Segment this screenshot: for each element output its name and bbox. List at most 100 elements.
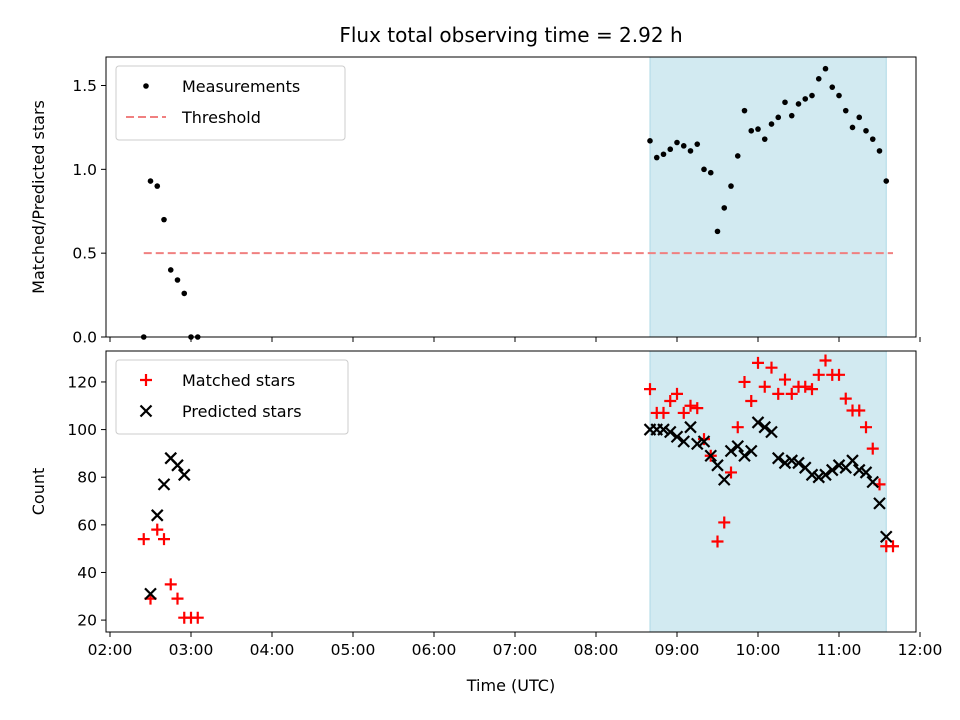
y-tick-label: 100 <box>67 421 97 439</box>
measurement-point <box>788 112 795 119</box>
y-axis-label: Count <box>29 468 48 516</box>
x-tick-label: 11:00 <box>817 641 862 659</box>
legend-label: Threshold <box>181 108 261 127</box>
predicted-star-point <box>825 463 839 477</box>
matched-star-point <box>171 592 184 605</box>
x-tick-label: 05:00 <box>331 641 376 659</box>
measurement-point <box>154 183 161 189</box>
panel-2: 02:00 03:00 04:00 05:00 06:00 07:00 08:00 09:00… <box>29 350 943 659</box>
predicted-star-point <box>805 468 819 482</box>
predicted-star-point <box>866 475 880 489</box>
matched-star-point <box>731 421 744 434</box>
measurement-point <box>647 138 653 144</box>
predicted-star-point <box>738 449 751 463</box>
measurement-point <box>822 65 829 72</box>
legend-predicted-swatch <box>139 404 153 418</box>
axes-frame <box>105 350 917 633</box>
measurement-point <box>174 277 181 283</box>
predicted-star-point <box>792 456 805 470</box>
legend-measurement-swatch <box>143 83 149 89</box>
measurement-point <box>653 154 660 161</box>
x-tick-label: 10:00 <box>736 641 781 659</box>
observing-window <box>649 350 887 633</box>
measurement-point <box>748 127 755 134</box>
matched-star-point <box>812 368 825 381</box>
legend-label: Predicted stars <box>182 402 302 421</box>
predicted-star-point <box>812 470 826 484</box>
predicted-star-point <box>663 425 677 439</box>
x-tick-label: 09:00 <box>655 641 700 659</box>
x-tick-label: 03:00 <box>169 641 214 659</box>
predicted-star-point <box>150 509 164 522</box>
measurement-point <box>755 126 761 132</box>
matched-star-point <box>853 404 866 417</box>
measurement-point <box>795 101 802 107</box>
matched-star-point <box>839 392 852 405</box>
measurement-point <box>728 183 734 189</box>
matched-star-point <box>698 433 710 446</box>
legend-matched-swatch <box>140 374 152 386</box>
matched-star-point <box>772 387 785 400</box>
y-tick-label: 120 <box>67 373 97 391</box>
chart-title: Flux total observing time = 2.92 h <box>339 23 682 47</box>
predicted-star-point <box>832 459 846 472</box>
measurement-point <box>836 92 842 99</box>
measurement-point <box>721 205 728 211</box>
matched-star-point <box>691 402 704 415</box>
matched-star-point <box>684 399 697 412</box>
measurement-point <box>782 99 788 106</box>
measurement-point <box>829 84 836 90</box>
measurement-point <box>802 96 809 102</box>
observing-window <box>649 56 887 338</box>
matched-star-point <box>785 387 798 400</box>
y-tick-label: 60 <box>77 516 97 534</box>
legend-label: Measurements <box>182 77 300 96</box>
x-axis-label: Time (UTC) <box>466 676 555 695</box>
y-tick-label: 80 <box>77 469 97 487</box>
predicted-star-point <box>873 497 886 510</box>
predicted-star-point <box>670 430 684 444</box>
y-axis-label: Matched/Predicted stars <box>29 100 48 294</box>
matched-star-point <box>806 383 818 396</box>
predicted-star-point <box>731 439 745 453</box>
measurement-point <box>842 107 849 114</box>
matched-star-point <box>765 361 778 374</box>
matched-star-point <box>860 421 872 434</box>
y-tick-label: 20 <box>77 612 97 630</box>
y-tick-label: 0.5 <box>72 245 97 263</box>
measurement-point <box>147 178 154 184</box>
matched-star-point <box>657 406 670 419</box>
matched-star-point <box>158 533 170 546</box>
measurement-point <box>694 141 701 147</box>
measurement-point <box>768 121 775 127</box>
measurement-point <box>876 148 883 154</box>
matched-star-point <box>866 442 879 455</box>
x-tick-label: 06:00 <box>412 641 457 659</box>
measurement-point <box>849 124 856 131</box>
predicted-star-point <box>859 466 873 479</box>
predicted-star-point <box>846 454 859 467</box>
matched-star-point <box>191 611 204 624</box>
matched-star-point <box>819 354 832 367</box>
predicted-star-point <box>717 473 731 486</box>
matched-star-point <box>711 535 724 548</box>
series-2 <box>144 416 893 601</box>
predicted-star-point <box>879 530 893 544</box>
measurement-point <box>667 146 674 153</box>
measurement-point <box>809 92 815 99</box>
measurement-point <box>863 127 869 134</box>
axes-frame <box>105 56 917 338</box>
measurement-point <box>714 228 721 235</box>
predicted-star-point <box>778 456 792 470</box>
matched-star-point <box>644 383 656 396</box>
legend: Matched stars Predicted stars <box>115 359 349 435</box>
measurement-point <box>660 151 667 158</box>
predicted-star-point <box>144 587 157 601</box>
measurement-point <box>167 267 174 273</box>
predicted-star-point <box>157 478 171 491</box>
x-tick-label: 07:00 <box>493 641 538 659</box>
y-tick-label: 1.0 <box>72 161 97 179</box>
x-tick-label: 12:00 <box>898 641 943 659</box>
y-tick-label: 0.0 <box>72 329 97 347</box>
predicted-star-point <box>744 444 758 458</box>
